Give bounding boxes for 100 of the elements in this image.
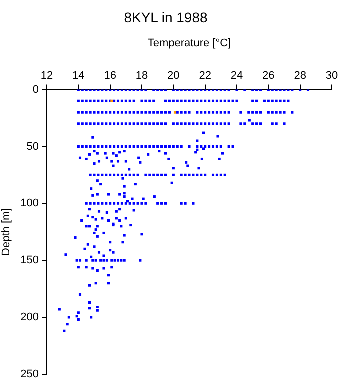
point (132, 174, 136, 176)
point (283, 100, 286, 102)
point (93, 100, 96, 102)
point (144, 174, 148, 176)
point (120, 145, 124, 148)
point (168, 111, 171, 114)
point (105, 111, 108, 114)
point (132, 202, 136, 205)
point (188, 122, 191, 126)
x-tick-label: 24 (230, 70, 244, 82)
point (93, 145, 96, 148)
point (116, 122, 120, 126)
y-axis-title: Depth [m] (0, 208, 13, 256)
point (140, 145, 144, 148)
point (81, 111, 84, 114)
point (176, 111, 179, 114)
point (116, 259, 120, 262)
point (164, 122, 168, 126)
point (136, 122, 140, 126)
point (180, 145, 183, 148)
point (105, 145, 108, 148)
point (136, 145, 140, 148)
point (240, 122, 242, 126)
point (180, 100, 183, 102)
point (140, 202, 144, 205)
point (120, 111, 124, 114)
point (109, 202, 112, 205)
point (120, 100, 124, 102)
point (93, 111, 96, 114)
point (252, 100, 254, 102)
point (89, 111, 92, 114)
point (172, 122, 175, 126)
point (275, 100, 278, 102)
point (124, 145, 128, 148)
point (232, 145, 234, 148)
x-axis-title: Temperature [°C] (148, 37, 232, 50)
point (120, 174, 124, 176)
x-tick-label: 26 (262, 70, 275, 82)
point (188, 111, 191, 114)
point (196, 100, 199, 102)
point (81, 100, 84, 102)
point (256, 122, 258, 126)
point (81, 122, 84, 126)
point (156, 174, 160, 176)
point (204, 100, 207, 102)
point (114, 259, 116, 262)
point (200, 111, 203, 114)
point (144, 145, 148, 148)
point (101, 174, 104, 176)
point (172, 100, 175, 102)
point (156, 145, 160, 148)
point (152, 174, 156, 176)
point (77, 100, 80, 102)
point (176, 145, 179, 148)
point (77, 145, 80, 148)
point (109, 145, 112, 148)
point (160, 122, 164, 126)
point (228, 145, 230, 148)
point (148, 111, 152, 114)
point (212, 145, 215, 148)
point (196, 122, 199, 126)
point (89, 174, 92, 176)
point (252, 122, 254, 126)
point (97, 202, 100, 205)
point (144, 100, 148, 102)
point (128, 100, 132, 102)
point (113, 100, 116, 102)
point (101, 100, 104, 102)
point (92, 259, 94, 262)
point (132, 145, 136, 148)
point (152, 122, 156, 126)
point (76, 259, 78, 262)
point (236, 100, 238, 102)
point (200, 145, 203, 148)
point (271, 100, 274, 102)
point (132, 100, 136, 102)
point (212, 111, 215, 114)
point (89, 100, 92, 102)
point (224, 174, 226, 176)
y-tick-label: 150 (20, 254, 39, 267)
x-tick-label: 14 (72, 70, 85, 82)
point (212, 174, 215, 176)
x-tick-label: 22 (199, 70, 212, 82)
point (176, 122, 179, 126)
x-tick-label: 20 (168, 70, 180, 82)
point (85, 111, 88, 114)
point (144, 122, 148, 126)
point (101, 202, 104, 205)
point (208, 100, 211, 102)
point (160, 174, 164, 176)
point (128, 145, 132, 148)
point (101, 145, 104, 148)
point (105, 100, 108, 102)
point (287, 100, 290, 102)
point (204, 111, 207, 114)
point (216, 174, 218, 176)
point (85, 202, 88, 205)
point (136, 174, 140, 176)
point (200, 100, 203, 102)
point (116, 174, 120, 176)
